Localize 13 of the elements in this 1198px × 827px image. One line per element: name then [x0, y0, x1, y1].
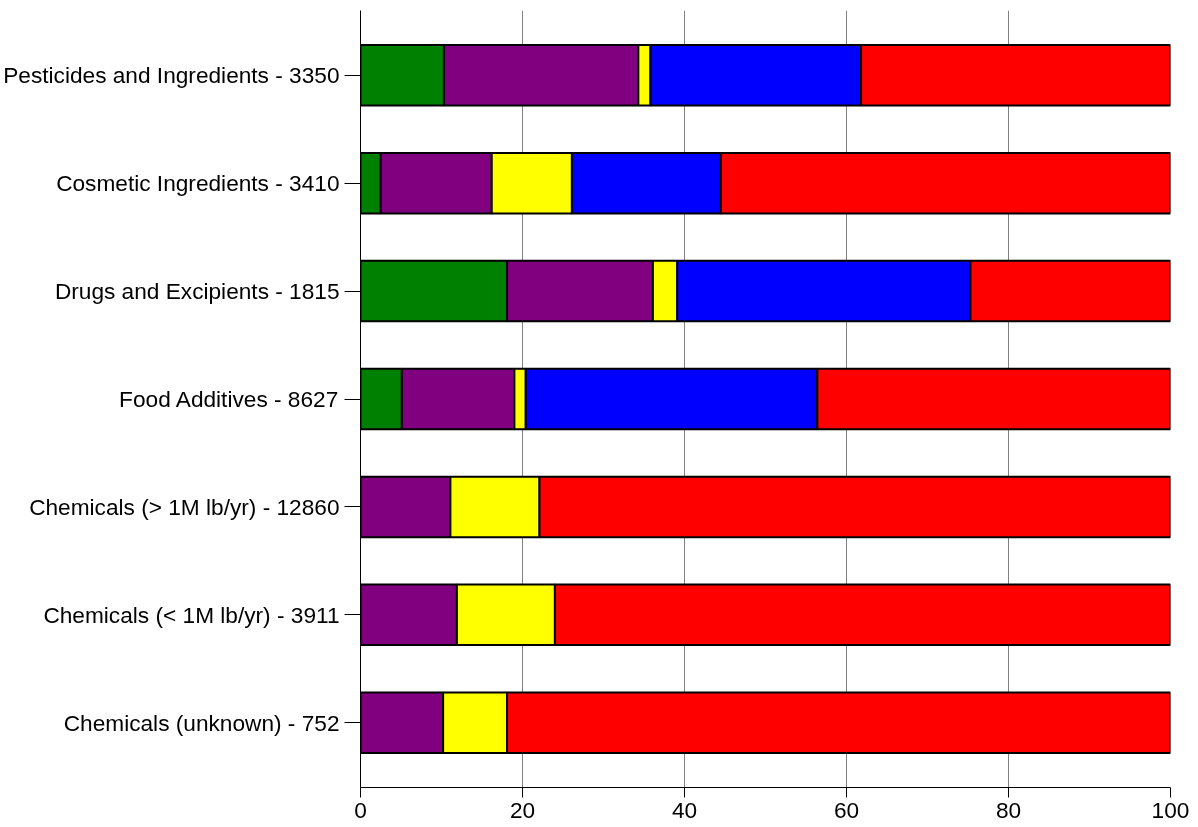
- y-tick-label: Chemicals (< 1M lb/yr) - 3911: [43, 601, 340, 628]
- y-tick-label: Drugs and Excipients - 1815: [54, 278, 340, 305]
- y-tick-label: Pesticides and Ingredients - 3350: [3, 62, 340, 89]
- x-tick-label: 40: [671, 796, 698, 823]
- x-tick-label: 60: [833, 796, 860, 823]
- x-tick-label: 0: [354, 796, 367, 823]
- x-tick-label: 20: [509, 796, 536, 823]
- x-tick-label: 100: [1151, 796, 1190, 823]
- y-tick-label: Chemicals (unknown) - 752: [63, 709, 340, 736]
- x-tick-label: 80: [995, 796, 1022, 823]
- y-tick-label: Food Additives - 8627: [119, 386, 339, 412]
- y-tick-label: Chemicals (> 1M lb/yr) - 12860: [29, 493, 340, 520]
- y-tick-label: Cosmetic Ingredients - 3410: [56, 170, 340, 197]
